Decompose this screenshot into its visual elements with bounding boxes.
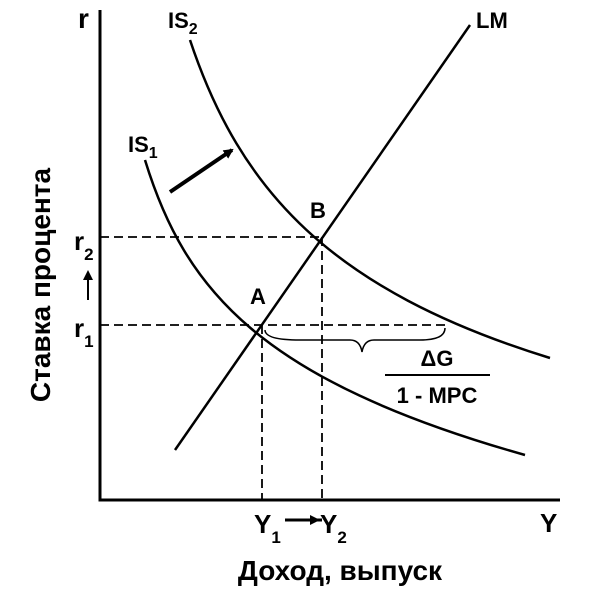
level-sub: 1 <box>84 332 93 351</box>
level-name: r <box>74 313 84 343</box>
shift-arrow <box>168 148 234 194</box>
level-sub: 2 <box>337 528 346 547</box>
multiplier-denominator: 1 - MPC <box>397 383 478 408</box>
y-axis-title: Ставка процента <box>25 167 56 402</box>
level-label: r1 <box>74 313 94 351</box>
level-sub: 1 <box>271 528 280 547</box>
curve-label: IS2 <box>168 8 198 38</box>
b-guides <box>100 236 323 500</box>
point-label: A <box>250 284 266 309</box>
level-name: Y <box>254 509 271 539</box>
curve-sub: 1 <box>149 145 158 162</box>
multiplier-numerator: ΔG <box>421 346 454 371</box>
level-label: Y2 <box>320 509 347 547</box>
is1-curve <box>143 159 526 457</box>
curve-name: IS <box>128 132 149 157</box>
curve-label: IS1 <box>128 132 158 162</box>
brace <box>264 327 446 353</box>
a-guides <box>100 324 445 500</box>
curve-sub: 2 <box>189 21 198 38</box>
level-name: Y <box>320 509 337 539</box>
curve-name: IS <box>168 8 189 33</box>
point-label: B <box>310 198 326 223</box>
axes <box>98 10 560 502</box>
level-sub: 2 <box>84 245 93 264</box>
y-axis-label: r <box>78 3 89 34</box>
level-label: Y1 <box>254 509 281 547</box>
x-axis-label: Y <box>540 508 557 538</box>
x-axis-title: Доход, выпуск <box>238 555 443 586</box>
level-label: r2 <box>74 226 94 264</box>
is2-curve <box>188 39 551 360</box>
curve-label: LM <box>476 8 508 33</box>
lm-curve <box>173 24 472 451</box>
level-name: r <box>74 226 84 256</box>
